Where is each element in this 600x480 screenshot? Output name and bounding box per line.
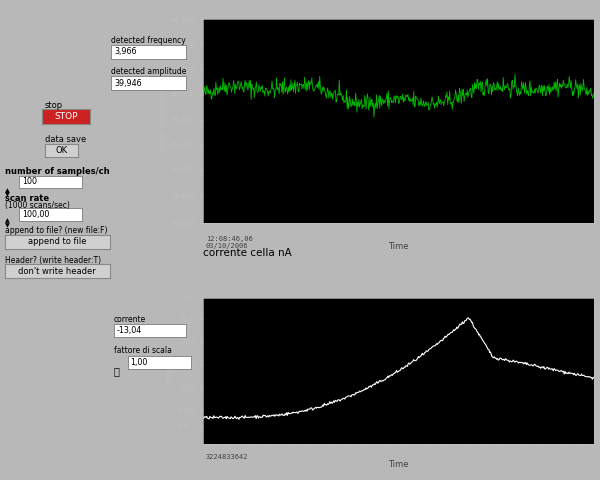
Text: number of samples/ch: number of samples/ch (5, 167, 109, 176)
Text: OK: OK (55, 146, 68, 155)
Text: append to file? (new file:F): append to file? (new file:F) (5, 226, 107, 235)
Text: fattore di scala: fattore di scala (114, 346, 172, 355)
Text: 1,00: 1,00 (130, 358, 148, 367)
Text: stop: stop (45, 101, 63, 110)
Y-axis label: campo magnetico: campo magnetico (158, 87, 167, 156)
Text: append to file: append to file (28, 238, 86, 246)
Text: 39,946: 39,946 (114, 79, 142, 87)
Text: 100,00: 100,00 (22, 210, 49, 219)
Text: 3224833642: 3224833642 (206, 454, 248, 460)
Text: -13,04: -13,04 (117, 326, 142, 335)
Text: 12:08:46,06
03/10/2006: 12:08:46,06 03/10/2006 (206, 236, 253, 249)
Text: Time: Time (388, 242, 409, 252)
Y-axis label: corrente: corrente (165, 355, 174, 387)
Text: 100: 100 (22, 178, 37, 186)
Text: detected amplitude: detected amplitude (111, 67, 187, 76)
Text: Time: Time (388, 460, 409, 469)
Text: data save: data save (45, 134, 86, 144)
Text: detected frequency: detected frequency (111, 36, 186, 45)
Text: (1000 scans/sec): (1000 scans/sec) (5, 201, 70, 210)
Text: don't write header: don't write header (19, 267, 96, 276)
Text: 3,966: 3,966 (114, 48, 137, 56)
Text: corrente cella nA: corrente cella nA (203, 248, 292, 258)
Text: Header? (write header:T): Header? (write header:T) (5, 255, 101, 264)
Text: ▲
▼: ▲ ▼ (5, 188, 10, 198)
Text: Ⓢ: Ⓢ (114, 366, 120, 376)
Text: ▲
▼: ▲ ▼ (5, 218, 10, 228)
Text: corrente: corrente (114, 314, 146, 324)
Text: STOP: STOP (54, 112, 78, 121)
Text: scan rate: scan rate (5, 193, 49, 203)
